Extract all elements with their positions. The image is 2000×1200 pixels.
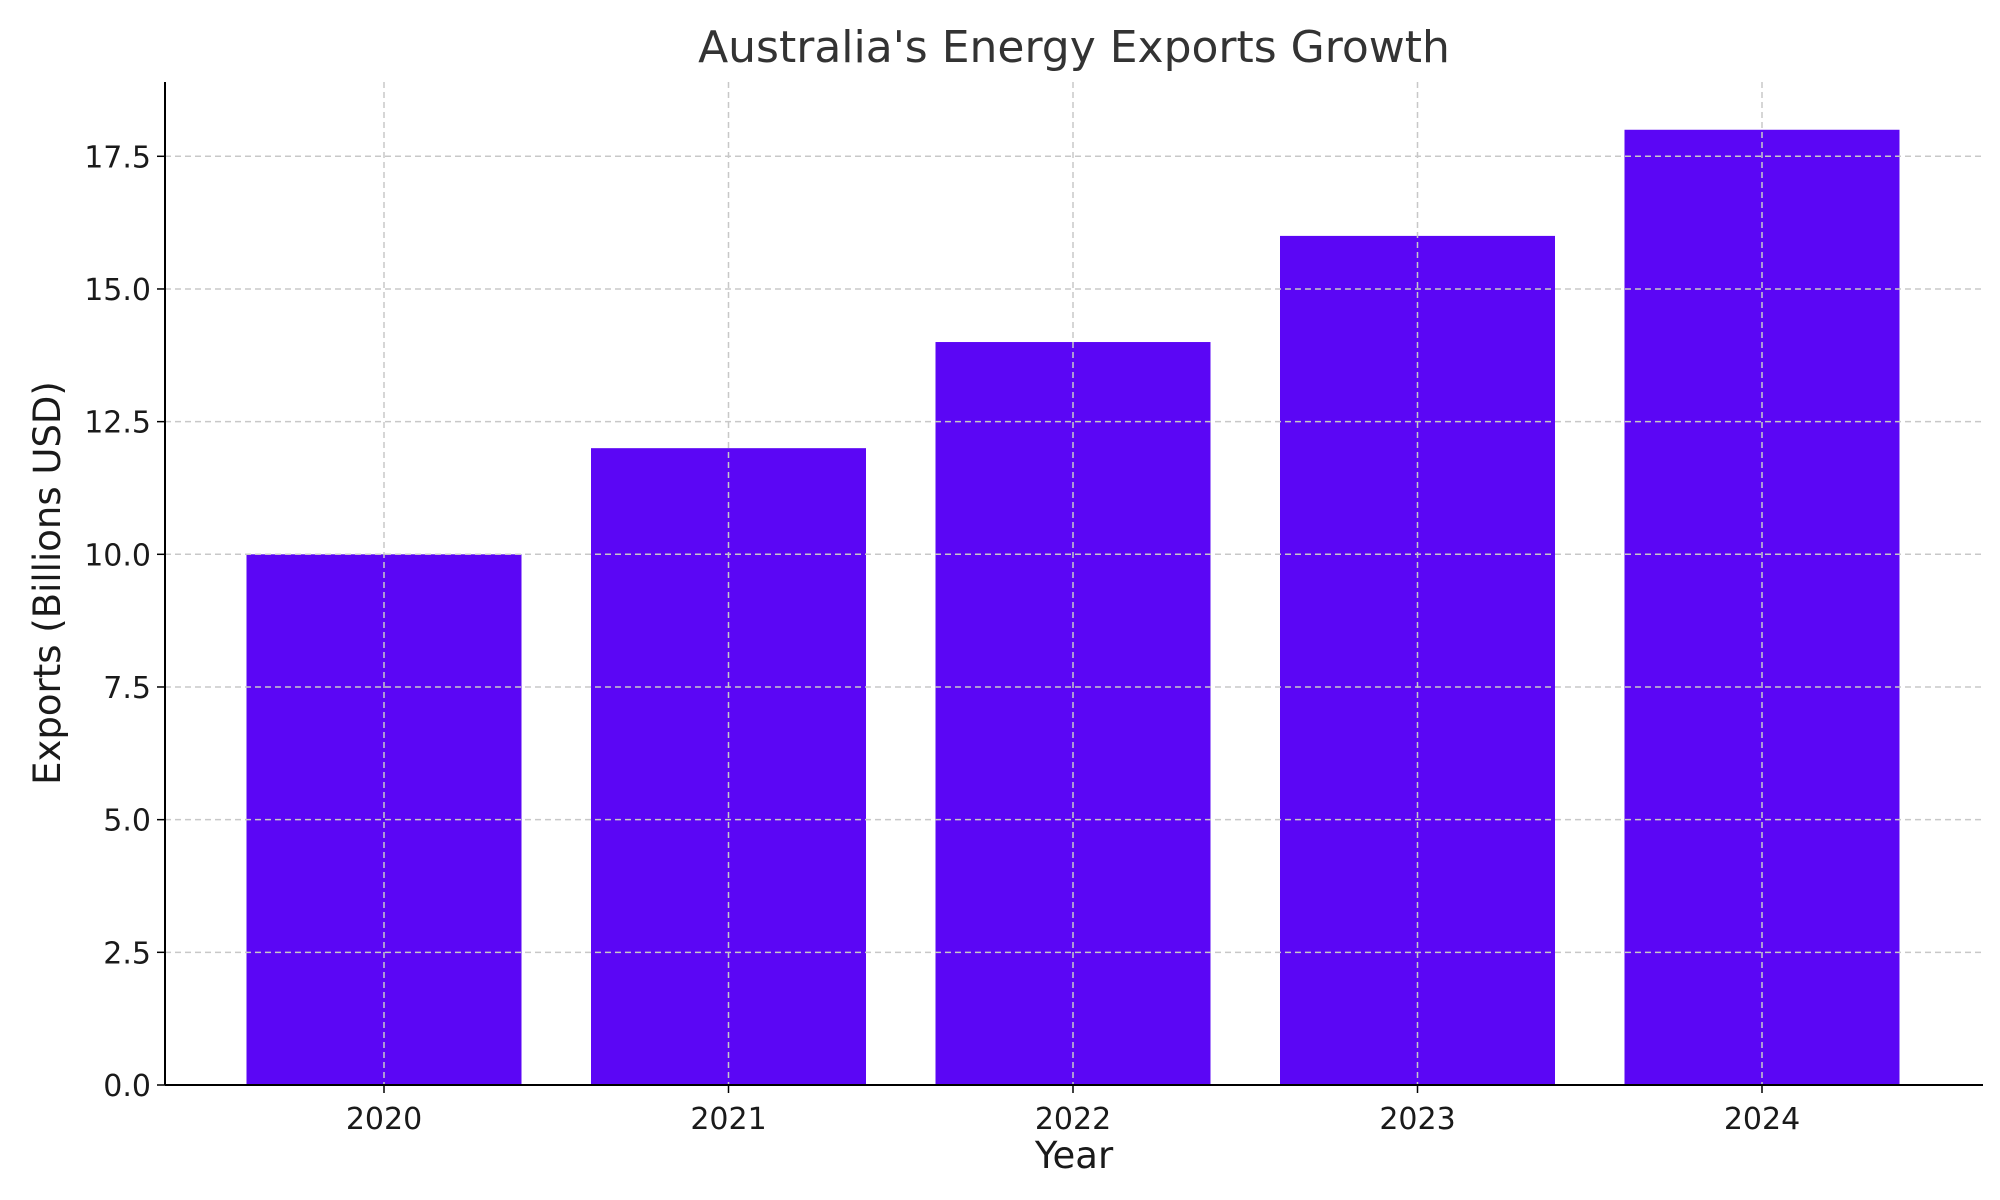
y-tick-label: 10.0 bbox=[84, 538, 151, 573]
chart-title: Australia's Energy Exports Growth bbox=[698, 22, 1450, 73]
y-axis-label: Exports (Billions USD) bbox=[26, 381, 69, 785]
y-tick-label: 5.0 bbox=[103, 804, 151, 839]
x-tick-label: 2023 bbox=[1379, 1102, 1455, 1137]
y-tick-label: 17.5 bbox=[84, 140, 151, 175]
x-tick-label: 2020 bbox=[346, 1102, 422, 1137]
x-axis-label: Year bbox=[1034, 1134, 1114, 1177]
x-ticks: 2020 2021 2022 2023 2024 bbox=[346, 1085, 1800, 1137]
y-tick-label: 12.5 bbox=[84, 406, 151, 441]
x-tick-label: 2022 bbox=[1035, 1102, 1111, 1137]
y-tick-label: 15.0 bbox=[84, 273, 151, 308]
y-ticks: 0.0 2.5 5.0 7.5 10.0 12.5 15.0 17.5 bbox=[84, 140, 165, 1104]
x-tick-label: 2021 bbox=[690, 1102, 766, 1137]
axes bbox=[164, 82, 1983, 1086]
y-tick-label: 0.0 bbox=[103, 1069, 151, 1104]
grid bbox=[165, 82, 1983, 1085]
x-tick-label: 2024 bbox=[1724, 1102, 1800, 1137]
y-tick-label: 2.5 bbox=[103, 936, 151, 971]
y-tick-label: 7.5 bbox=[103, 671, 151, 706]
